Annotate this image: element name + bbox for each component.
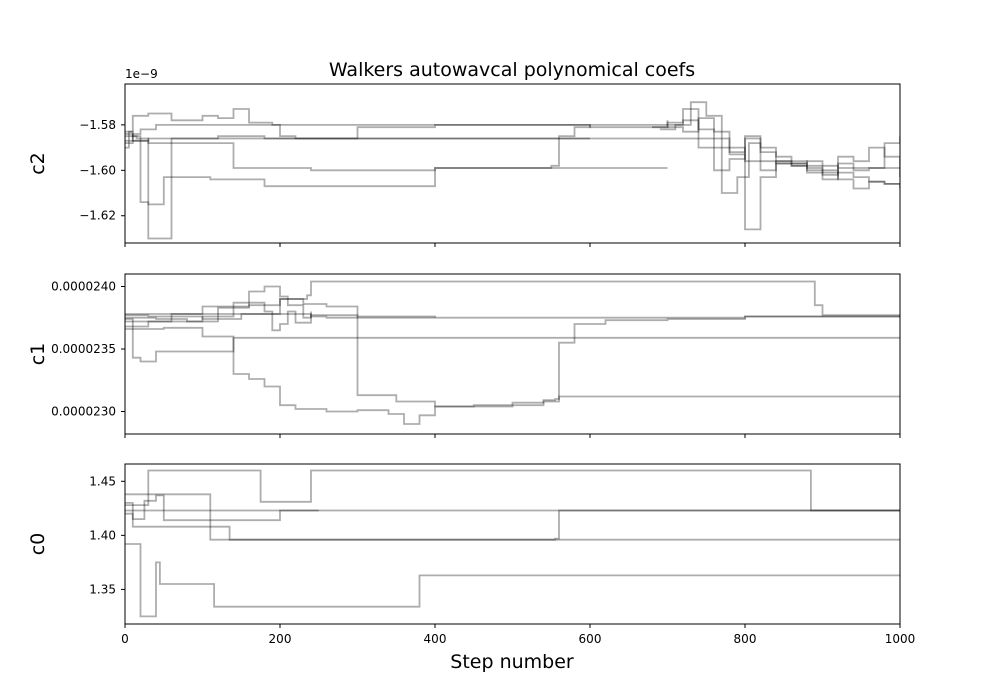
panels-group: −1.58−1.60−1.62c21e−90.00002400.00002350…: [27, 67, 915, 646]
x-tick-label: 200: [269, 632, 292, 646]
walker-line-3: [125, 130, 668, 172]
axes-frame: [124, 83, 901, 244]
walker-line-6: [125, 494, 319, 522]
walker-line-7: [125, 301, 312, 332]
walker-line-1: [125, 313, 900, 319]
y-axis-label-c2: c2: [27, 152, 49, 175]
x-tick-label: 800: [734, 632, 757, 646]
y-tick-label: −1.60: [79, 163, 116, 177]
walker-line-2: [125, 493, 900, 541]
walker-line-4: [125, 543, 900, 618]
panel-c0: 1.45 1.40 1.35 0 200 400 600 800 1000 c0: [27, 463, 916, 646]
walker-line-3: [125, 318, 900, 363]
axes-frame: [124, 273, 901, 435]
walker-line-6: [125, 285, 436, 328]
series-group: [125, 280, 900, 425]
walker-line-2: [125, 280, 900, 320]
walker-line-4: [125, 326, 900, 425]
x-tick-label: 0: [121, 632, 129, 646]
y-axis-label-c1: c1: [27, 343, 49, 366]
walker-line-3: [125, 469, 900, 512]
y-axis-label-c0: c0: [27, 533, 49, 556]
walker-line-6: [125, 135, 590, 240]
y-tick-label: 0.0000230: [51, 405, 116, 419]
series-group: [125, 101, 900, 240]
y-tick-label: 1.40: [89, 528, 116, 542]
walker-line-8: [659, 101, 900, 194]
y-tick-label: 1.35: [89, 582, 116, 596]
walker-line-9: [667, 117, 900, 231]
walker-line-5: [125, 509, 900, 541]
walker-line-4: [125, 124, 591, 206]
axes-frame: [124, 463, 901, 625]
series-group: [125, 469, 900, 618]
x-tick-label: 600: [579, 632, 602, 646]
offset-text: 1e−9: [125, 67, 158, 81]
walker-line-10: [667, 119, 900, 178]
x-axis-label: Step number: [450, 651, 574, 673]
walker-line-5: [125, 108, 669, 140]
walker-line-2: [125, 135, 900, 169]
y-tick-label: −1.62: [79, 209, 116, 223]
panel-c1: 0.0000240 0.0000235 0.0000230 c1: [27, 273, 901, 438]
x-tick-label: 1000: [885, 632, 916, 646]
walker-line-5: [125, 298, 900, 408]
walker-line-7: [652, 108, 900, 185]
y-tick-label: −1.58: [79, 118, 116, 132]
panel-c2: −1.58 −1.60 −1.62 c2 1e−9: [27, 67, 901, 247]
y-tick-label: 0.0000235: [51, 342, 116, 356]
y-tick-label: 1.45: [89, 474, 116, 488]
y-tick-label: 0.0000240: [51, 280, 116, 294]
walker-line-1: [125, 124, 668, 144]
chart-title: Walkers autowavcal polynomical coefs: [329, 59, 695, 81]
x-tick-label: 400: [424, 632, 447, 646]
